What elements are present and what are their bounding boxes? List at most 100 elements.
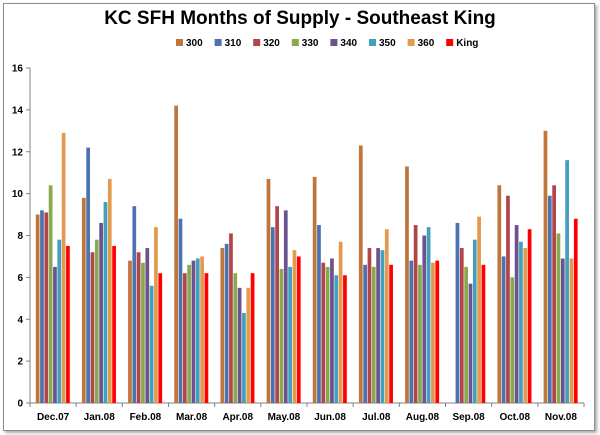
legend-swatch-360 xyxy=(407,39,415,46)
axes: 0 2 4 6 8 10 12 14 16 Dec.07 Jan.08 Feb.08 Mar.08 Apr… xyxy=(12,64,585,423)
legend-swatch-330 xyxy=(291,39,299,46)
y-tick-label: 4 xyxy=(17,315,23,326)
y-tick-label: 6 xyxy=(17,273,23,284)
bar-310-oct08 xyxy=(501,256,506,403)
bar-320-jul08 xyxy=(367,248,372,403)
legend-label-340: 340 xyxy=(340,38,357,49)
y-tick-label: 10 xyxy=(12,189,24,200)
bar-330-dec07 xyxy=(48,185,53,403)
x-tick-label: Jun.08 xyxy=(314,412,346,423)
bar-340-apr08 xyxy=(237,287,242,403)
bar-310-apr08 xyxy=(224,243,229,403)
bar-330-apr08 xyxy=(233,273,238,403)
bar-350-dec07 xyxy=(57,239,62,403)
bar-330-aug08 xyxy=(418,264,422,403)
bar-king-dec07 xyxy=(66,245,70,403)
bar-350-aug08 xyxy=(426,227,431,403)
y-tick-label: 14 xyxy=(12,105,24,116)
bar-350-may08 xyxy=(288,266,292,403)
legend-label-320: 320 xyxy=(263,38,280,49)
bar-360-nov08 xyxy=(569,258,574,403)
bar-300-jan08 xyxy=(81,197,86,403)
bar-360-may08 xyxy=(292,250,297,403)
bar-340-sep08 xyxy=(468,283,473,403)
y-tick-label: 12 xyxy=(12,147,24,158)
x-tick-label: May.08 xyxy=(268,412,301,423)
x-tick-label: Apr.08 xyxy=(222,412,253,423)
x-tick-label: Sep.08 xyxy=(452,412,485,423)
x-tick-label: Oct.08 xyxy=(499,412,530,423)
bar-350-jul08 xyxy=(380,250,385,403)
bar-king-aug08 xyxy=(435,260,440,403)
bar-320-aug08 xyxy=(413,225,418,403)
y-tick-label: 8 xyxy=(17,231,23,242)
bar-340-oct08 xyxy=(514,225,519,403)
bar-330-nov08 xyxy=(556,233,561,403)
bar-350-oct08 xyxy=(519,241,523,403)
bar-350-nov08 xyxy=(565,160,569,403)
bar-340-may08 xyxy=(283,210,288,403)
legend-swatch-300 xyxy=(176,39,183,46)
bar-king-jan08 xyxy=(112,245,116,403)
bar-310-jul08 xyxy=(363,264,367,403)
bar-330-jan08 xyxy=(94,239,99,403)
bar-330-may08 xyxy=(279,269,284,403)
legend-swatch-310 xyxy=(214,39,222,46)
bar-300-jun08 xyxy=(312,176,317,403)
bar-340-dec07 xyxy=(53,266,57,403)
bar-360-dec07 xyxy=(61,132,66,403)
bar-310-jan08 xyxy=(86,147,90,403)
bar-330-jul08 xyxy=(371,266,376,403)
bar-320-oct08 xyxy=(506,195,510,403)
y-tick-label: 2 xyxy=(17,357,23,368)
bar-360-apr08 xyxy=(246,287,251,403)
bar-king-oct08 xyxy=(527,229,532,403)
bar-360-sep08 xyxy=(477,216,481,403)
bar-350-jun08 xyxy=(334,275,339,403)
bar-350-feb08 xyxy=(149,285,154,403)
x-tick-label: Mar.08 xyxy=(176,412,208,423)
bar-350-apr08 xyxy=(242,312,246,403)
bar-360-jan08 xyxy=(107,178,112,403)
bar-310-mar08 xyxy=(178,218,183,403)
bar-king-mar08 xyxy=(204,273,209,403)
bar-340-jul08 xyxy=(376,248,380,403)
bar-320-nov08 xyxy=(552,185,556,403)
bar-300-may08 xyxy=(266,178,271,403)
y-tick-label: 0 xyxy=(17,399,23,410)
bar-320-jun08 xyxy=(321,262,326,403)
bar-340-feb08 xyxy=(145,248,150,403)
x-tick-label: Jul.08 xyxy=(362,412,391,423)
bar-king-jun08 xyxy=(343,275,347,403)
bar-320-apr08 xyxy=(229,233,233,403)
bar-300-apr08 xyxy=(220,248,225,403)
bar-340-aug08 xyxy=(422,235,427,403)
bar-320-sep08 xyxy=(459,248,464,403)
bar-350-jan08 xyxy=(103,202,108,403)
bar-300-mar08 xyxy=(174,105,178,403)
x-tick-label: Dec.07 xyxy=(37,412,70,423)
y-tick-label: 16 xyxy=(12,64,24,75)
x-tick-label: Jan.08 xyxy=(84,412,116,423)
bar-360-feb08 xyxy=(154,227,158,403)
bar-330-feb08 xyxy=(141,262,145,403)
x-tick-label: Aug.08 xyxy=(406,412,440,423)
bar-320-mar08 xyxy=(182,273,187,403)
bar-330-sep08 xyxy=(464,266,468,403)
bar-320-may08 xyxy=(275,206,279,403)
bar-king-feb08 xyxy=(158,273,163,403)
bar-320-dec07 xyxy=(44,212,49,403)
bar-king-may08 xyxy=(296,256,301,403)
legend-label-310: 310 xyxy=(225,38,242,49)
bar-360-jul08 xyxy=(384,229,389,403)
bar-310-feb08 xyxy=(132,206,137,403)
bar-king-nov08 xyxy=(573,218,578,403)
bar-360-oct08 xyxy=(523,248,528,403)
legend-swatch-350 xyxy=(369,39,376,46)
bar-310-dec07 xyxy=(40,210,44,403)
legend: 300 310 320 330 340 350 360 King xyxy=(176,38,478,49)
bar-king-apr08 xyxy=(250,273,255,403)
bar-300-oct08 xyxy=(497,185,502,403)
legend-label-300: 300 xyxy=(186,38,203,49)
